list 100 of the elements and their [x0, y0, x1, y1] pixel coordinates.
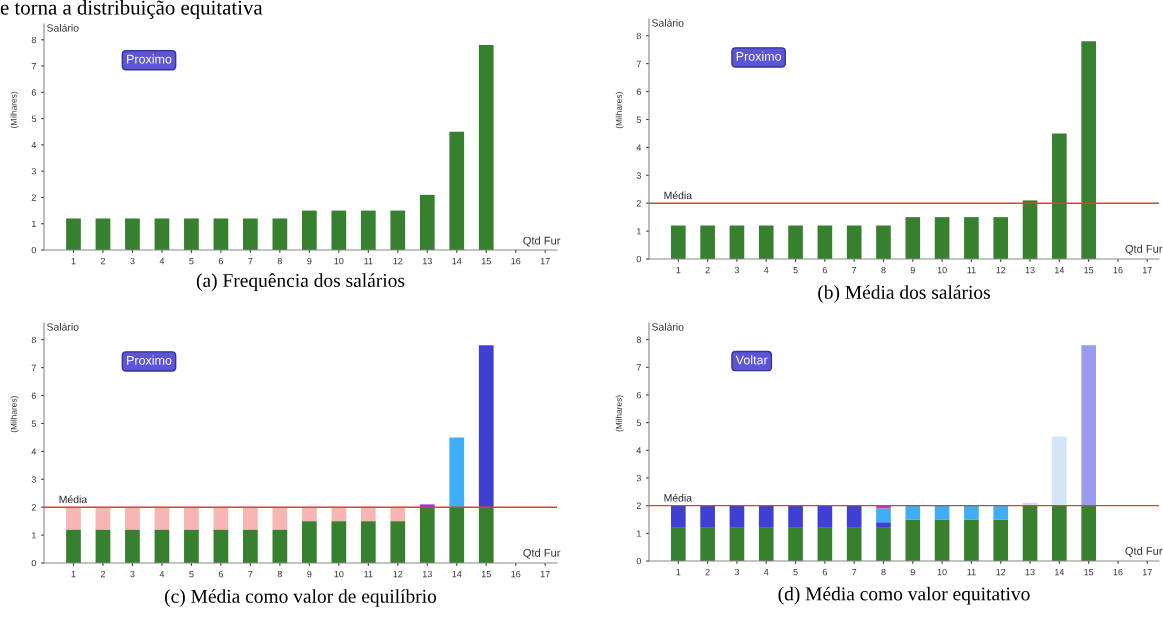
bar	[788, 225, 803, 259]
bar	[788, 505, 803, 528]
bar	[729, 225, 745, 259]
bar	[876, 527, 891, 561]
x-tick-label: 9	[910, 568, 915, 576]
x-tick-label: 3	[130, 257, 135, 265]
y-tick-label: 3	[31, 168, 36, 175]
bar	[301, 210, 317, 250]
y-tick-label: 7	[31, 63, 36, 70]
y-tick-label: 5	[31, 115, 36, 122]
bar	[670, 225, 686, 259]
bar	[817, 225, 833, 259]
y-tick-label: 6	[31, 89, 36, 96]
bar	[934, 519, 950, 561]
x-axis-title: Qtd Fur	[1125, 546, 1163, 557]
x-tick-label: 12	[393, 257, 403, 265]
bar	[272, 218, 288, 250]
bar	[876, 225, 891, 259]
x-tick-label: 14	[452, 570, 462, 578]
bar	[478, 507, 494, 563]
bar	[964, 505, 979, 520]
x-tick-label: 11	[967, 568, 976, 576]
y-axis-title: (Milhares)	[615, 92, 624, 129]
x-tick-label: 14	[452, 257, 462, 265]
x-tick-label: 12	[393, 570, 403, 578]
y-tick-label: 6	[31, 392, 36, 399]
x-tick-label: 10	[937, 568, 947, 576]
bar	[360, 521, 376, 563]
y-tick-label: 1	[32, 532, 36, 539]
bar	[478, 45, 494, 250]
bar	[125, 507, 140, 530]
x-tick-label: 1	[676, 568, 681, 576]
bar	[390, 210, 406, 250]
y-tick-label: 6	[636, 88, 641, 95]
x-tick-label: 8	[277, 257, 282, 265]
ref-line-label: Média	[664, 191, 693, 200]
x-tick-label: 2	[705, 568, 710, 576]
bar	[95, 507, 111, 530]
text: (d) Média como valor equitativo	[778, 586, 1030, 605]
bar	[700, 527, 715, 561]
bar	[700, 225, 715, 259]
bar	[700, 505, 715, 528]
x-tick-label: 1	[71, 570, 76, 578]
bar	[758, 527, 774, 561]
bar	[1022, 200, 1038, 259]
bar	[993, 217, 1009, 259]
bar	[788, 527, 803, 561]
ref-line-label: Média	[59, 495, 88, 504]
x-tick-label: 6	[822, 568, 827, 576]
y-tick-label: 3	[636, 474, 641, 482]
bar	[125, 529, 140, 563]
bar	[419, 507, 435, 563]
bar	[154, 507, 170, 530]
x-tick-label: 5	[793, 266, 798, 274]
x-tick-label: 12	[996, 568, 1006, 576]
x-tick-label: 11	[364, 570, 373, 578]
x-tick-label: 13	[422, 257, 432, 265]
bar	[729, 527, 745, 561]
y-tick-label: 2	[636, 502, 641, 509]
x-tick-label: 10	[937, 266, 947, 274]
x-tick-label: 2	[705, 266, 710, 274]
text: (b) Média dos salários	[818, 285, 990, 303]
bar	[817, 527, 833, 561]
bar	[1081, 345, 1096, 506]
bar	[95, 218, 111, 250]
x-tick-label: 14	[1055, 568, 1065, 576]
x-tick-label: 8	[881, 266, 886, 274]
annotation: Salário	[47, 23, 79, 32]
bar	[419, 194, 435, 250]
bar	[243, 507, 258, 530]
bar	[846, 225, 862, 259]
x-tick-label: 6	[218, 570, 224, 578]
y-tick-label: 3	[636, 172, 641, 179]
bar	[1081, 41, 1096, 259]
bar	[331, 507, 347, 522]
y-tick-label: 7	[31, 364, 36, 371]
annotation: Salário	[652, 322, 684, 331]
annotation: Proximo	[127, 355, 172, 365]
bar	[66, 529, 81, 563]
bar	[66, 218, 81, 250]
bar	[301, 521, 317, 563]
x-tick-label: 8	[881, 568, 886, 576]
bar	[478, 345, 494, 508]
bar	[1022, 505, 1038, 561]
y-tick-label: 5	[636, 419, 641, 426]
y-tick-label: 1	[637, 228, 641, 235]
bar	[1052, 133, 1067, 259]
y-tick-label: 8	[31, 36, 36, 44]
bar	[95, 529, 111, 563]
bar	[272, 507, 288, 530]
x-tick-label: 9	[307, 257, 312, 265]
bar	[1052, 505, 1067, 561]
text: e torna a distribuição equitativa	[0, 0, 263, 19]
y-tick-label: 0	[31, 559, 37, 567]
y-tick-label: 0	[31, 246, 37, 254]
x-tick-label: 1	[676, 266, 681, 274]
bar	[243, 529, 258, 563]
annotation: Salário	[652, 18, 684, 27]
y-tick-label: 2	[636, 200, 641, 207]
bar	[243, 218, 258, 250]
